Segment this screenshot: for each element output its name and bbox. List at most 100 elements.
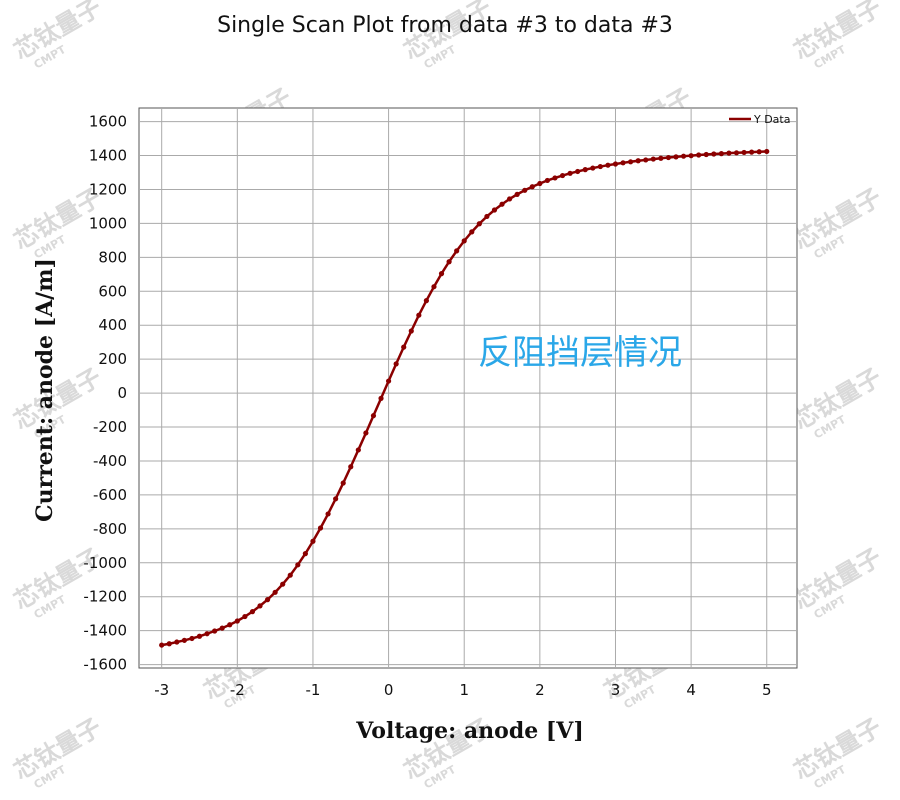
data-point	[688, 153, 694, 159]
data-point	[181, 637, 187, 643]
data-point	[491, 207, 498, 213]
y-tick-label: -1600	[83, 656, 127, 674]
data-point	[628, 159, 634, 165]
data-point	[242, 613, 248, 620]
x-axis-label: Voltage: anode [V]	[355, 718, 584, 744]
y-tick-label: -600	[93, 486, 127, 504]
data-point	[522, 187, 528, 193]
data-point	[552, 175, 558, 181]
data-point	[665, 154, 672, 161]
y-tick-label: -1000	[83, 554, 127, 572]
plot-area	[138, 107, 798, 669]
data-point	[408, 328, 414, 334]
x-tick-label: 2	[535, 681, 545, 699]
data-point	[333, 496, 339, 502]
legend-label-y-data: Y Data	[753, 113, 790, 126]
y-tick-label: 600	[98, 282, 127, 300]
data-point	[446, 259, 452, 265]
data-point	[393, 361, 399, 367]
data-point	[302, 551, 308, 557]
data-point	[582, 167, 588, 173]
data-point	[189, 635, 195, 642]
data-point	[257, 603, 263, 609]
data-point	[264, 597, 271, 603]
data-point	[196, 633, 203, 639]
y-tick-label: -1200	[83, 588, 127, 606]
data-point	[620, 160, 626, 166]
x-tick-label: 5	[762, 681, 772, 699]
x-tick-label: -1	[305, 681, 320, 699]
data-point	[726, 150, 732, 156]
data-point	[204, 631, 210, 637]
x-tick-label: 4	[686, 681, 696, 699]
legend: Y Data	[729, 113, 790, 126]
data-point	[718, 151, 724, 157]
x-tick-labels: -3 -2 -1 0 1 2 3 4 5	[154, 681, 771, 699]
data-point	[363, 430, 369, 436]
data-point	[469, 229, 475, 235]
y-tick-label: 1200	[89, 180, 127, 198]
x-tick-label: -3	[154, 681, 169, 699]
data-point	[567, 170, 573, 176]
y-tick-label: 800	[98, 248, 127, 266]
x-tick-label: 0	[384, 681, 394, 699]
data-point	[385, 378, 392, 384]
data-point	[643, 157, 649, 163]
data-point	[658, 155, 664, 161]
y-tick-label: 1400	[89, 147, 127, 165]
data-point	[370, 413, 377, 419]
data-point	[287, 572, 293, 578]
data-point	[597, 163, 603, 170]
data-point	[559, 172, 566, 179]
data-point	[348, 464, 354, 470]
data-point	[310, 538, 316, 544]
data-point	[544, 177, 551, 184]
y-tick-label: 400	[98, 316, 127, 334]
data-point	[378, 395, 384, 401]
data-point	[605, 162, 611, 168]
data-point	[711, 151, 717, 157]
data-point	[529, 184, 535, 190]
y-tick-label: 1600	[89, 113, 127, 131]
chart-title: Single Scan Plot from data #3 to data #3	[217, 13, 673, 38]
data-point	[174, 639, 180, 645]
data-point	[166, 641, 172, 647]
data-point	[219, 625, 225, 631]
data-point	[696, 152, 702, 158]
data-point	[325, 511, 331, 517]
data-point	[234, 618, 240, 624]
data-point	[612, 161, 619, 167]
data-point	[756, 149, 762, 155]
data-point	[575, 168, 581, 175]
data-point	[401, 344, 407, 350]
data-point	[484, 213, 490, 220]
data-point	[461, 238, 467, 244]
data-point	[537, 180, 543, 187]
data-point	[749, 149, 755, 155]
data-point	[764, 148, 770, 155]
y-tick-label: 0	[117, 384, 127, 402]
y-tick-label: -800	[93, 520, 127, 538]
y-tick-label: 1000	[89, 214, 127, 232]
data-point	[355, 447, 361, 453]
data-point	[673, 154, 679, 160]
data-point	[227, 622, 233, 628]
data-point	[476, 221, 482, 227]
y-tick-labels: 1600 1400 1200 1000 800 600 400 200 0 -200 -400 -60…	[83, 113, 127, 674]
data-point	[506, 196, 513, 202]
data-point	[650, 156, 656, 162]
x-tick-label: -2	[230, 681, 245, 699]
data-point	[280, 581, 286, 587]
x-tick-label: 1	[459, 681, 469, 699]
data-point	[680, 153, 687, 159]
y-tick-label: -1400	[83, 622, 127, 640]
y-axis-label: Current: anode [A/m]	[32, 258, 58, 522]
x-tick-label: 3	[611, 681, 621, 699]
data-point	[741, 149, 747, 156]
data-point	[159, 642, 165, 648]
data-point	[499, 201, 505, 207]
data-point	[514, 191, 520, 197]
data-point	[272, 589, 278, 595]
series-layer	[159, 148, 770, 648]
